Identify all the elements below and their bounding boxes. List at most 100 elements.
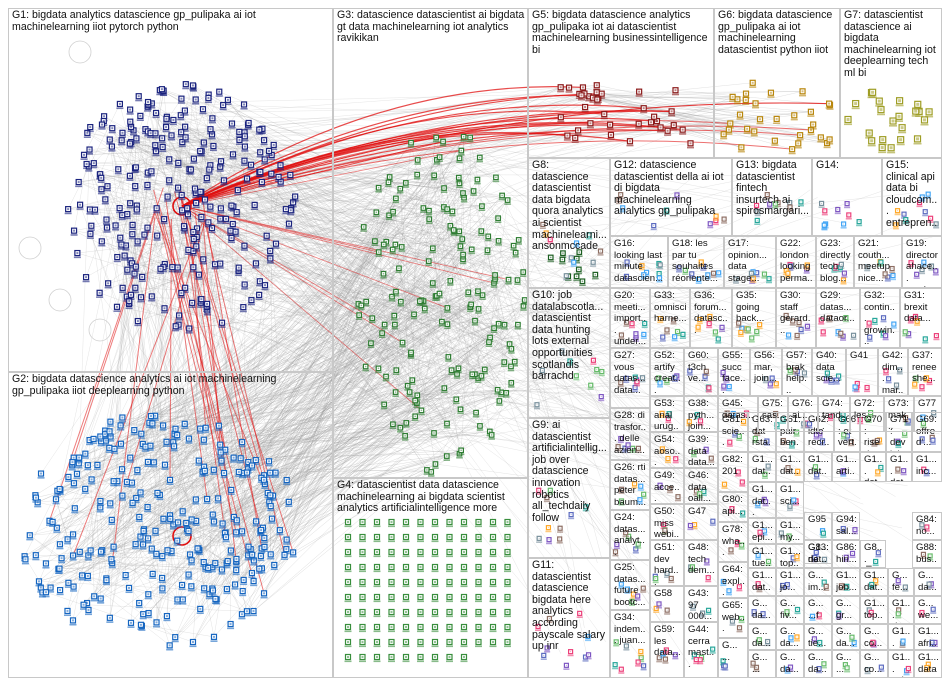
edge	[253, 469, 428, 612]
edge	[37, 294, 483, 503]
edge	[110, 379, 413, 422]
edge	[236, 409, 461, 563]
edge	[225, 425, 480, 451]
edge	[132, 356, 449, 504]
edge	[248, 368, 379, 463]
edge	[83, 301, 367, 605]
edge	[131, 141, 502, 393]
edge	[214, 264, 412, 355]
edge	[189, 327, 495, 555]
edge	[72, 389, 498, 463]
edge	[241, 225, 451, 615]
edge	[131, 141, 512, 350]
edge	[73, 231, 455, 484]
edge	[155, 295, 436, 417]
edge	[220, 208, 512, 350]
edge	[100, 323, 448, 552]
edge	[152, 250, 488, 424]
edge	[140, 395, 418, 493]
edge	[186, 245, 514, 530]
edge	[178, 182, 406, 188]
edge	[147, 387, 445, 463]
edge	[192, 302, 447, 457]
edge	[135, 192, 464, 545]
edge	[109, 139, 367, 302]
edge	[156, 156, 440, 554]
edge	[131, 141, 485, 370]
edge	[220, 248, 433, 453]
edge	[135, 167, 397, 371]
edge	[291, 136, 464, 209]
edge	[184, 126, 458, 375]
edge	[251, 279, 518, 301]
edge	[185, 126, 496, 276]
edge	[274, 343, 372, 566]
edge	[235, 231, 455, 533]
edge	[114, 183, 460, 450]
edge	[238, 198, 397, 473]
edge	[280, 181, 490, 343]
edge	[275, 175, 435, 473]
edge	[211, 227, 447, 457]
edge	[100, 173, 454, 231]
edge	[231, 157, 480, 239]
edge	[91, 307, 471, 480]
edge	[221, 314, 415, 461]
edge	[101, 142, 412, 242]
edge	[255, 263, 445, 389]
edge	[153, 279, 518, 463]
edge	[274, 432, 435, 566]
edge	[242, 175, 435, 474]
edge	[93, 230, 482, 440]
edge	[150, 415, 407, 424]
edge	[94, 410, 422, 597]
edge	[166, 116, 474, 192]
edge	[122, 287, 477, 413]
edge	[88, 294, 483, 556]
edge	[114, 245, 514, 450]
edge	[125, 368, 459, 576]
edge	[38, 225, 451, 582]
edge	[237, 189, 463, 240]
edge	[177, 305, 524, 436]
edge	[268, 205, 483, 462]
edge	[212, 435, 406, 589]
edge	[190, 169, 435, 176]
edge	[231, 123, 448, 210]
edge	[143, 215, 390, 532]
edge	[248, 374, 473, 463]
edge	[110, 212, 377, 504]
edge	[267, 300, 424, 494]
edge	[177, 211, 394, 600]
edge	[93, 162, 435, 176]
edge	[246, 385, 408, 473]
edge	[220, 161, 515, 362]
edge	[261, 181, 447, 457]
edge	[121, 412, 477, 470]
edge	[177, 238, 463, 436]
edge	[248, 304, 472, 463]
edge	[143, 142, 412, 530]
edge	[232, 192, 464, 225]
edge	[177, 368, 459, 541]
edge	[239, 131, 483, 296]
edge	[212, 118, 490, 343]
edge	[259, 129, 376, 242]
edge	[113, 182, 407, 547]
edge	[231, 205, 412, 353]
edge	[77, 205, 482, 254]
edge	[56, 291, 397, 528]
edge	[130, 307, 448, 458]
edge	[68, 320, 476, 584]
edge	[184, 110, 479, 310]
edge	[112, 127, 390, 216]
edge	[72, 305, 362, 463]
edge	[263, 293, 440, 476]
edge	[68, 389, 498, 584]
edge	[248, 226, 364, 463]
edge	[73, 375, 482, 484]
edge	[224, 469, 427, 474]
edge	[218, 295, 437, 426]
edge	[192, 370, 397, 643]
edge	[246, 261, 429, 612]
